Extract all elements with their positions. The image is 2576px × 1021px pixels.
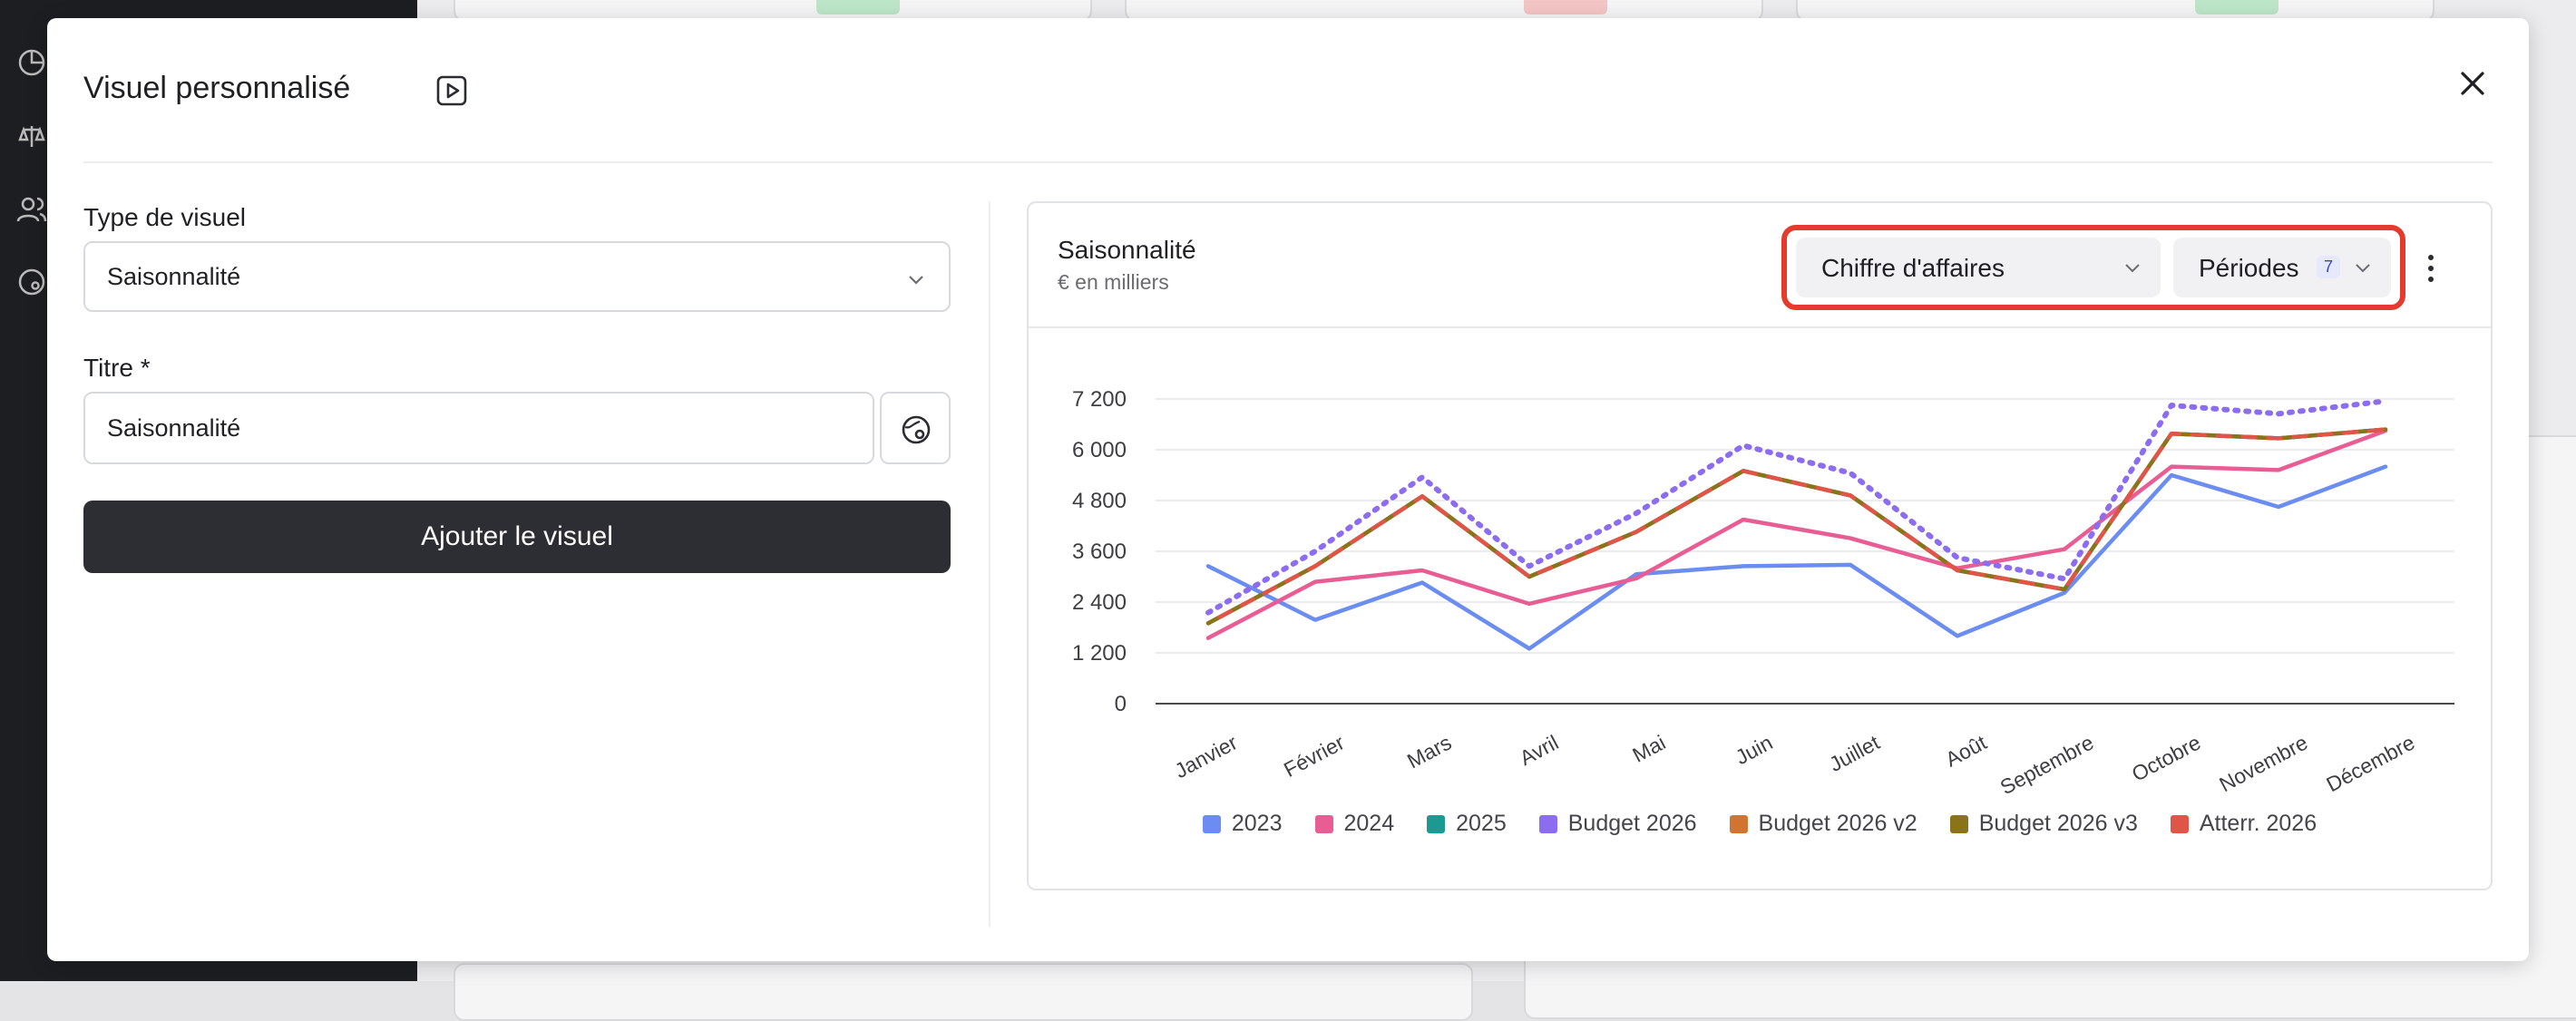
chart-subtitle: € en milliers [1058,270,1169,294]
legend-item[interactable]: Budget 2026 v3 [1949,811,2138,837]
legend-item[interactable]: 2024 [1314,811,1395,837]
x-tick-label: Janvier [1171,730,1242,783]
y-tick-label: 6 000 [1072,438,1127,462]
chart-title: Saisonnalité [1058,236,1196,264]
y-tick-label: 0 [1115,692,1127,716]
y-tick-label: 3 600 [1072,540,1127,564]
users-icon[interactable] [16,194,47,225]
y-tick-label: 4 800 [1072,489,1127,513]
x-tick-label: Juillet [1825,730,1884,776]
palette-icon [902,415,931,444]
legend-item[interactable]: Budget 2026 [1538,811,1697,837]
legend-swatch [1314,814,1333,833]
type-label: Type de visuel [83,203,246,231]
x-tick-label: Octobre [2128,730,2204,785]
periods-select[interactable]: Périodes 7 [2173,238,2391,297]
legend-item[interactable]: Budget 2026 v2 [1729,811,1917,837]
legend-label: 2024 [1343,811,1395,836]
legend-swatch [1538,814,1557,833]
video-play-icon[interactable] [434,73,470,109]
x-tick-label: Avril [1516,730,1562,770]
chart-legend: 2023 2024 2025 Budget 2026 Budget 2026 v2 Bud… [1029,811,2491,837]
visual-type-select[interactable]: Saisonnalité [83,241,951,312]
x-tick-label: Février [1280,730,1349,782]
chevron-down-icon [909,276,923,285]
more-vertical-icon[interactable] [2425,250,2436,287]
legend-swatch [1202,814,1221,833]
legend-item[interactable]: Atterr. 2026 [2170,811,2317,837]
title-input[interactable] [83,392,874,464]
legend-label: Budget 2026 v2 [1758,811,1917,836]
x-tick-label: Mars [1403,730,1455,773]
palette-icon[interactable] [16,267,47,297]
metric-select[interactable]: Chiffre d'affaires [1796,238,2161,297]
modal-title: Visuel personnalisé [83,71,351,105]
seasonality-line-chart: 0 1 200 2 400 3 600 4 800 6 000 7 200 Janvier Fé… [1072,387,2454,799]
x-tick-label: Décembre [2322,730,2418,796]
legend-swatch [1949,814,1968,833]
x-tick-label: Juin [1732,730,1776,769]
legend-swatch [2170,814,2189,833]
modal-header-divider [83,161,2493,163]
column-divider [989,201,990,927]
periods-count-badge: 7 [2317,256,2341,278]
close-icon[interactable] [2449,60,2496,107]
add-visual-button[interactable]: Ajouter le visuel [83,501,951,573]
scale-icon[interactable] [16,122,47,152]
legend-label: Atterr. 2026 [2199,811,2317,836]
palette-button[interactable] [880,392,951,464]
y-tick-label: 2 400 [1072,590,1127,615]
series-line-atterr-2026 [1205,427,2388,626]
legend-swatch [1427,814,1446,833]
highlight-annotation [1781,225,2405,310]
title-label: Titre * [83,354,151,382]
x-tick-label: Août [1941,730,1991,771]
x-tick-label: Septembre [1996,730,2098,799]
legend-label: 2025 [1456,811,1507,836]
series-line-2023 [1205,464,2388,651]
legend-item[interactable]: 2023 [1202,811,1283,837]
legend-label: 2023 [1231,811,1283,836]
chart-header-divider [1029,326,2491,328]
custom-visual-modal: Visuel personnalisé Type de visuel Saiso… [47,18,2529,961]
chart-preview-card: Saisonnalité € en milliers Chiffre d'aff… [1027,201,2493,890]
visual-type-value: Saisonnalité [107,263,241,290]
series-line-2024 [1205,428,2388,640]
series-line-budget-2026 [1205,398,2388,616]
legend-item[interactable]: 2025 [1427,811,1507,837]
legend-swatch [1729,814,1748,833]
pie-chart-icon[interactable] [16,47,47,78]
x-tick-label: Mai [1628,730,1669,766]
trend-badge [2195,0,2278,15]
metric-select-label: Chiffre d'affaires [1821,254,2005,282]
y-tick-label: 7 200 [1072,387,1127,412]
x-tick-label: Novembre [2215,730,2311,796]
trend-badge [1524,0,1607,15]
y-tick-label: 1 200 [1072,641,1127,666]
trend-badge [816,0,900,15]
chevron-down-icon [2125,264,2140,273]
chevron-down-icon [2356,264,2370,273]
legend-label: Budget 2026 [1567,811,1697,836]
legend-label: Budget 2026 v3 [1978,811,2138,836]
periods-select-label: Périodes [2199,254,2299,282]
chart-card-background [454,963,1473,1021]
